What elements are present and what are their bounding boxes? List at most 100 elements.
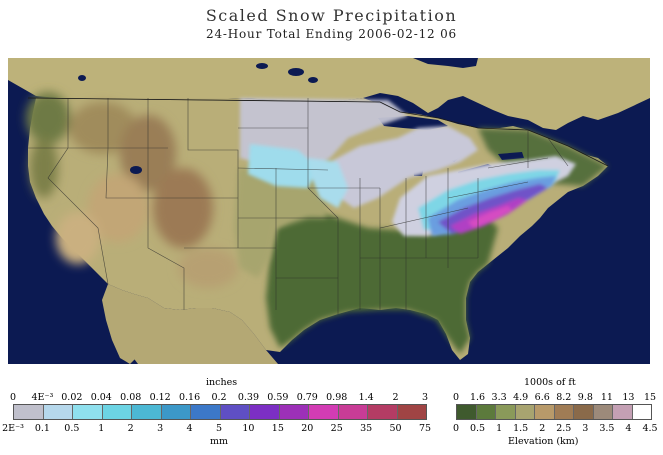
precip-inches-ticks: 0 4E⁻³ 0.02 0.04 0.08 0.12 0.16 0.2 0.39 0.59 0.79… — [0, 392, 450, 404]
precip-mm-tick: 15 — [271, 423, 284, 434]
elevation-km-tick: 4.5 — [642, 423, 658, 434]
precip-mm-tick: 1 — [98, 423, 105, 434]
precip-inches-tick: 0.08 — [120, 392, 142, 403]
precip-mm-tick: 0.1 — [34, 423, 50, 434]
precip-swatch — [191, 405, 221, 419]
lake-ontario — [498, 152, 524, 160]
mexico-land — [108, 284, 278, 364]
precip-swatch — [338, 405, 368, 419]
northeast-forest — [478, 128, 608, 186]
precip-mm-ticks: 2E⁻³ 0.1 0.5 1 2 3 4 5 10 15 20 25 35 50 75 — [0, 423, 450, 435]
precip-mm-tick: 50 — [389, 423, 402, 434]
elevation-ft-tick: 15 — [643, 392, 657, 403]
elevation-km-ticks: 0 0.5 1 1.5 2 2.5 3 3.5 4 4.5 — [0, 423, 663, 435]
map-subtitle: 24-Hour Total Ending 2006-02-12 06 — [206, 27, 457, 41]
precip-swatch — [397, 405, 426, 419]
precip-mm-tick: 4 — [186, 423, 193, 434]
precip-inches-tick: 0.04 — [90, 392, 112, 403]
international-border — [27, 97, 609, 167]
elevation-ft-tick: 0 — [452, 392, 460, 403]
precip-inches-tick: 0.16 — [178, 392, 201, 403]
elevation-ft-tick: 1.6 — [469, 392, 486, 403]
elevation-legend-bottom-label: Elevation (km) — [508, 436, 579, 447]
precip-color-bar — [13, 404, 427, 420]
baja-peninsula — [102, 284, 136, 364]
map-svg — [8, 58, 650, 364]
precip-mm-tick: 10 — [242, 423, 255, 434]
precip-inches-tick: 1.4 — [358, 392, 374, 403]
precip-inches-tick: 4E⁻³ — [31, 392, 54, 403]
precip-swatch — [43, 405, 73, 419]
canada-land — [8, 58, 650, 130]
elevation-swatch — [554, 405, 574, 419]
precip-swatch — [14, 405, 44, 419]
elevation-km-tick: 2 — [539, 423, 546, 434]
precip-inches-tick: 3 — [421, 392, 429, 403]
terrain-relief — [26, 92, 238, 288]
precip-inches-tick: 0.59 — [267, 392, 289, 403]
precip-mm-tick: 5 — [215, 423, 223, 434]
precip-inches-tick: 2 — [392, 392, 399, 403]
precip-swatch — [309, 405, 339, 419]
elevation-km-tick: 3 — [582, 423, 589, 434]
eastern-forest — [266, 208, 498, 354]
precip-swatch — [279, 405, 309, 419]
elevation-km-tick: 1 — [496, 423, 503, 434]
precip-legend-top-label: inches — [206, 377, 238, 388]
precip-inches-tick: 0.98 — [326, 392, 348, 403]
precip-swatch — [102, 405, 132, 419]
precip-swatch — [73, 405, 103, 419]
precip-swatch — [132, 405, 162, 419]
precip-mm-tick: 2E⁻³ — [2, 423, 24, 434]
elevation-km-tick: 4 — [625, 423, 632, 434]
precip-mm-tick: 0.5 — [64, 423, 80, 434]
elevation-ft-ticks: 0 1.6 3.3 4.9 6.6 8.2 9.8 11 13 15 — [0, 392, 663, 404]
precip-mm-tick: 75 — [418, 423, 432, 434]
precip-mm-tick: 3 — [157, 423, 164, 434]
elevation-swatch — [574, 405, 594, 419]
elevation-swatch — [496, 405, 516, 419]
precip-inches-tick: 0.39 — [237, 392, 259, 403]
precip-mm-tick: 20 — [301, 423, 314, 434]
elevation-km-tick: 1.5 — [513, 423, 529, 434]
elevation-ft-tick: 4.9 — [513, 392, 529, 403]
snow-precip-map — [8, 58, 650, 364]
elevation-swatch — [593, 405, 613, 419]
precip-legend-bottom-label: mm — [210, 436, 229, 447]
elevation-swatch — [632, 405, 651, 419]
elevation-ft-tick: 11 — [600, 392, 613, 403]
elevation-ft-tick: 13 — [622, 392, 635, 403]
precip-inches-tick: 0.79 — [296, 392, 318, 403]
hudson-bay — [413, 58, 478, 68]
elevation-ft-tick: 8.2 — [556, 392, 572, 403]
elevation-swatch — [476, 405, 496, 419]
precip-swatch — [161, 405, 191, 419]
elevation-swatch — [535, 405, 555, 419]
elevation-ft-tick: 3.3 — [491, 392, 507, 403]
elevation-swatch — [457, 405, 477, 419]
elevation-legend-top-label: 1000s of ft — [524, 377, 576, 388]
elevation-swatch — [515, 405, 535, 419]
elevation-km-tick: 0 — [452, 423, 460, 434]
elevation-km-tick: 2.5 — [556, 423, 572, 434]
precip-mm-tick: 2 — [127, 423, 134, 434]
elevation-ft-tick: 6.6 — [534, 392, 550, 403]
great-salt-lake — [130, 166, 142, 174]
elevation-color-bar — [456, 404, 652, 420]
precip-swatch — [368, 405, 398, 419]
snow-overlay — [240, 98, 576, 236]
precip-swatch — [220, 405, 250, 419]
elevation-km-tick: 0.5 — [469, 423, 486, 434]
precip-inches-tick: 0.2 — [211, 392, 227, 403]
precip-inches-tick: 0.02 — [61, 392, 83, 403]
precip-mm-tick: 25 — [330, 423, 343, 434]
precip-inches-tick: 0 — [9, 392, 17, 403]
elevation-swatch — [613, 405, 633, 419]
canadian-lakes — [78, 63, 318, 83]
precip-inches-tick: 0.12 — [149, 392, 171, 403]
elevation-km-tick: 3.5 — [599, 423, 615, 434]
precip-swatch — [250, 405, 280, 419]
precip-mm-tick: 35 — [360, 423, 373, 434]
map-title: Scaled Snow Precipitation — [205, 6, 458, 25]
great-plains — [234, 168, 330, 278]
